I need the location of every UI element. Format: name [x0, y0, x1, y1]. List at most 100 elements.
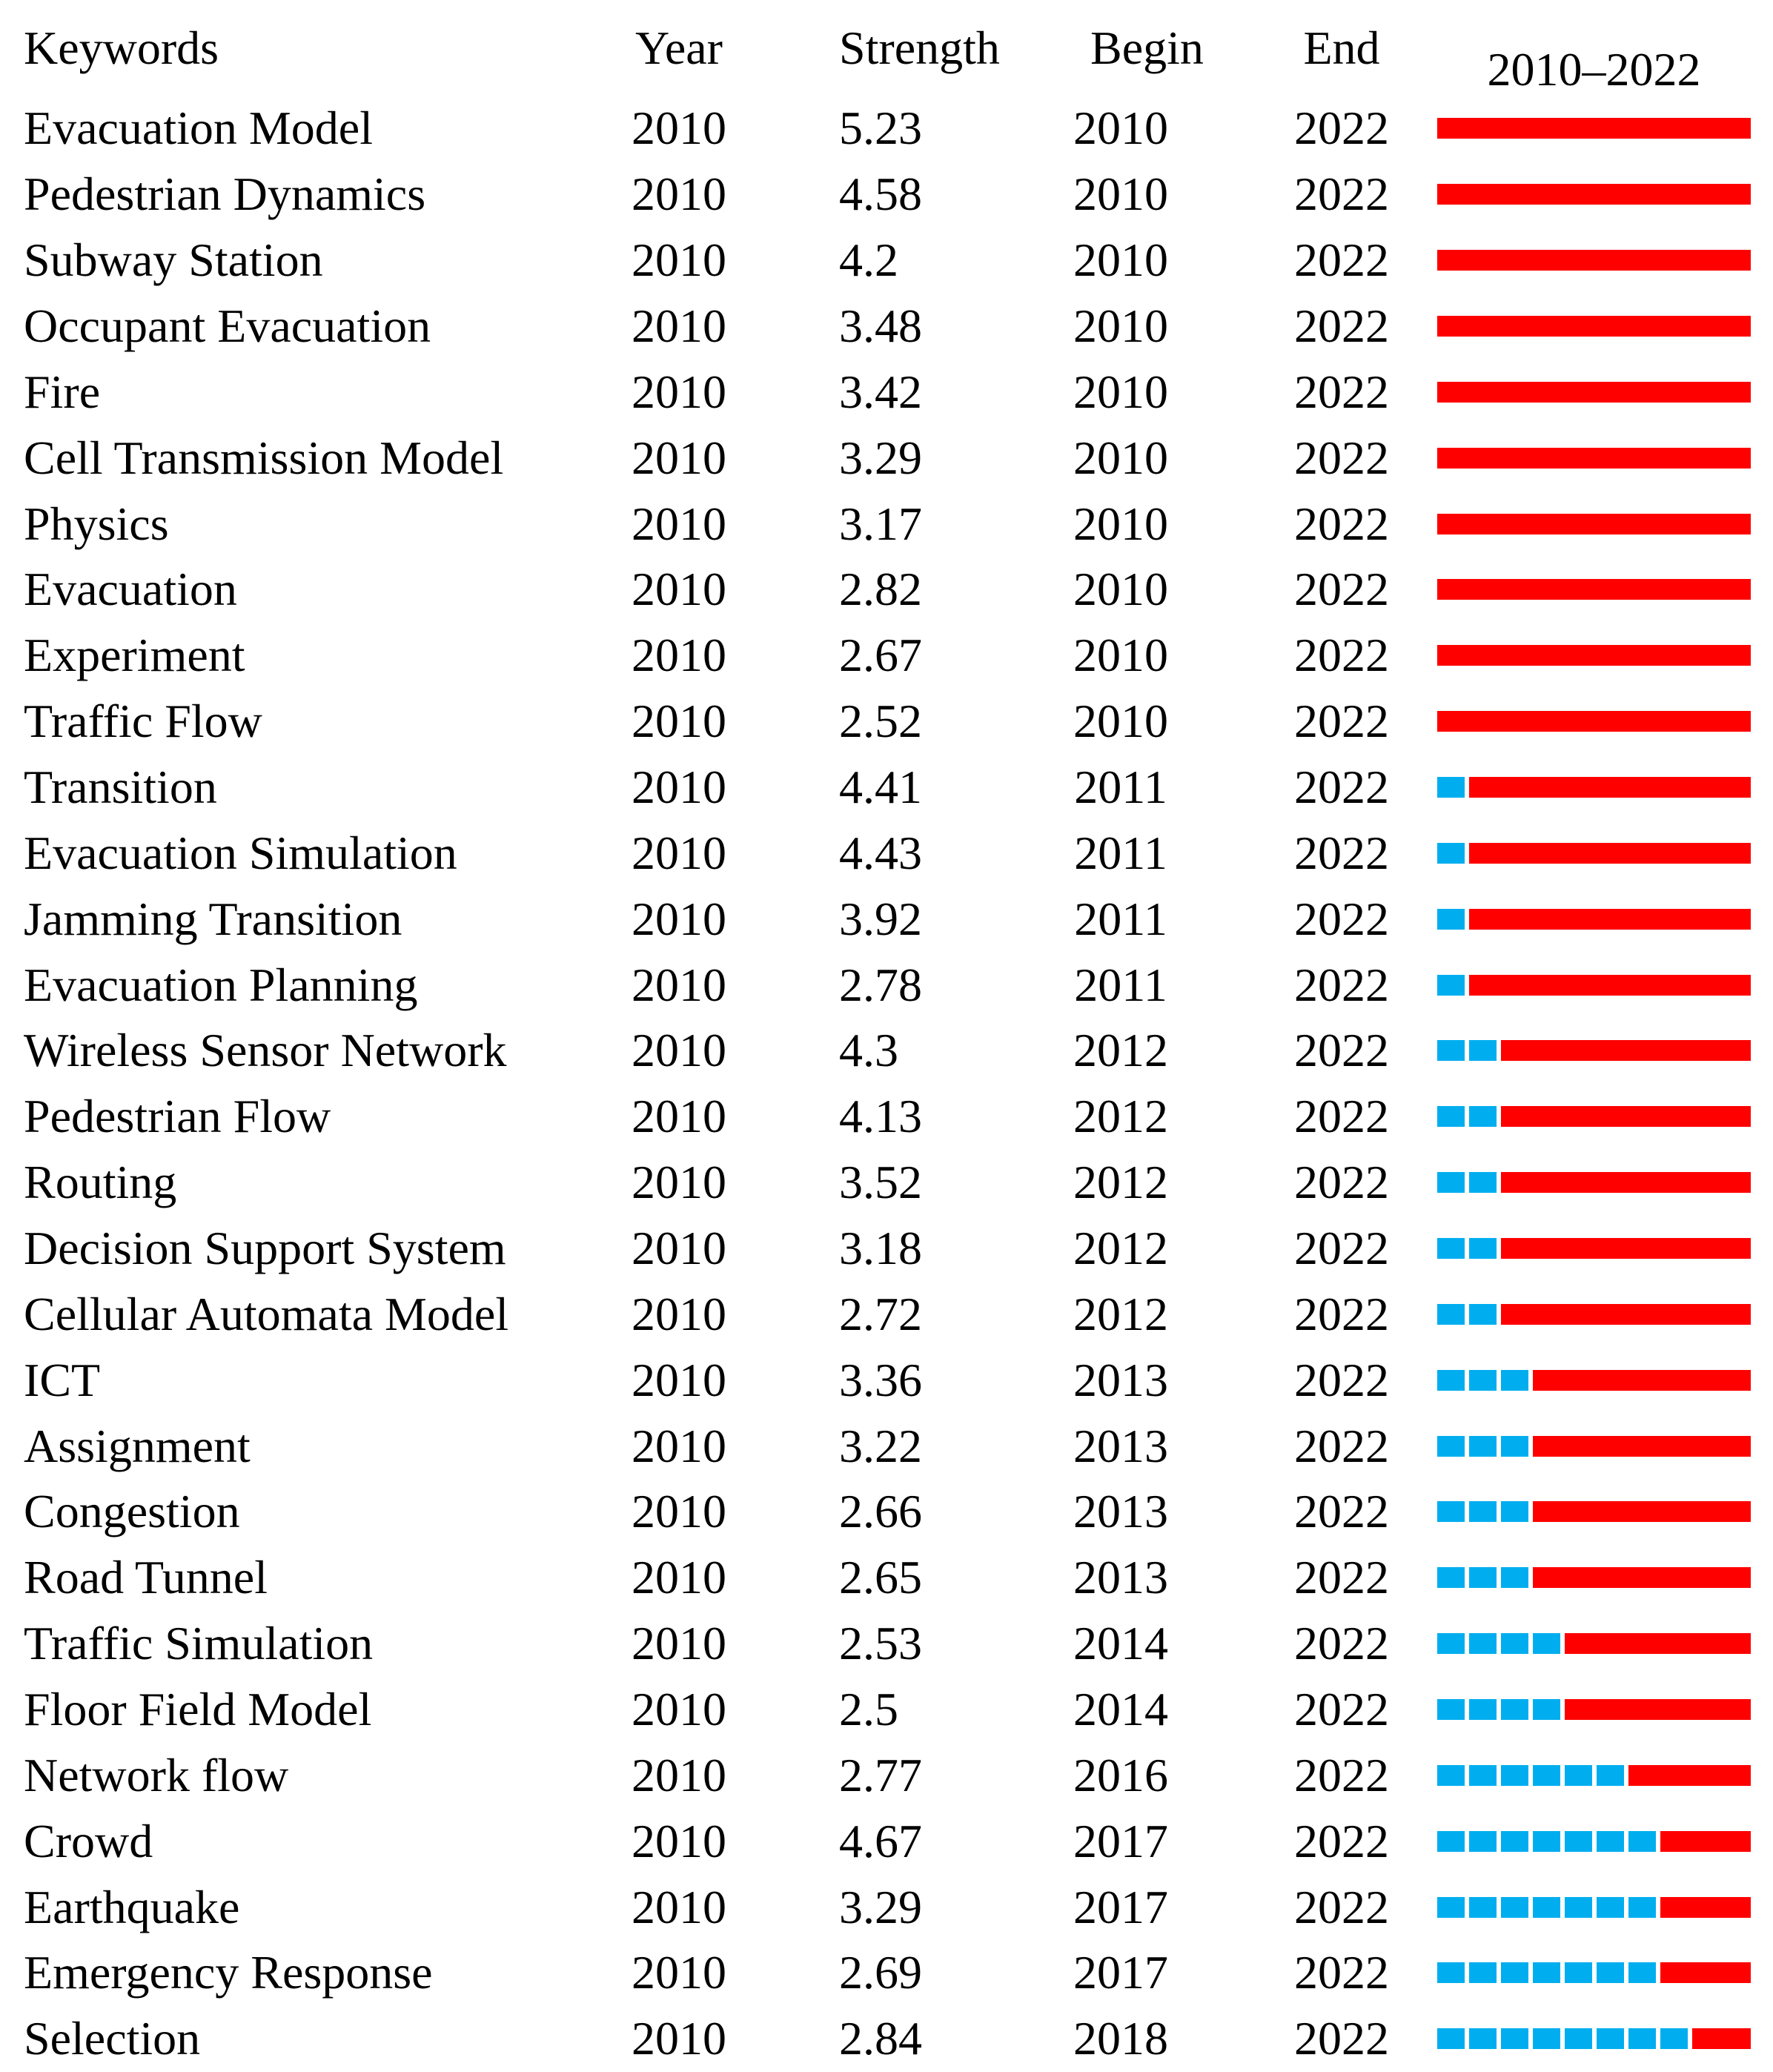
- pre-burst-year-segment: [1469, 1962, 1497, 1984]
- begin-cell: 2012: [1073, 1222, 1168, 1275]
- year-cell: 2010: [632, 168, 726, 221]
- strength-cell: 2.69: [839, 1946, 922, 1999]
- keyword-cell: Evacuation Model: [24, 102, 373, 155]
- burst-bar: [1533, 1369, 1751, 1391]
- pre-burst-year-segment: [1469, 1106, 1497, 1128]
- end-cell: 2022: [1294, 1946, 1389, 1999]
- burst-timeline: [1437, 447, 1751, 469]
- burst-bar: [1437, 513, 1751, 534]
- strength-cell: 3.92: [839, 892, 922, 945]
- table-row: Emergency Response 2010 2.69 2017 2022: [0, 1940, 1773, 2006]
- pre-burst-year-segment: [1628, 1896, 1656, 1918]
- year-cell: 2010: [632, 1748, 726, 1801]
- column-header-begin: Begin: [1090, 21, 1204, 74]
- pre-burst-year-segment: [1501, 1369, 1528, 1391]
- begin-cell: 2011: [1074, 826, 1167, 879]
- table-row: Cell Transmission Model 2010 3.29 2010 2…: [0, 425, 1773, 491]
- keyword-cell: Traffic Flow: [24, 695, 262, 748]
- burst-bar: [1501, 1172, 1751, 1194]
- keyword-cell: Crowd: [24, 1814, 153, 1867]
- begin-cell: 2012: [1073, 1156, 1168, 1209]
- column-header-timeline: 2010–2022: [1487, 42, 1701, 96]
- year-cell: 2010: [632, 1617, 726, 1670]
- burst-timeline: [1437, 250, 1751, 271]
- year-cell: 2010: [632, 1090, 726, 1143]
- year-cell: 2010: [632, 695, 726, 748]
- year-cell: 2010: [632, 1222, 726, 1275]
- pre-burst-year-segment: [1501, 1764, 1528, 1786]
- burst-bar: [1437, 711, 1751, 732]
- pre-burst-year-segment: [1469, 1699, 1497, 1721]
- table-body: Evacuation Model 2010 5.23 2010 2022 Ped…: [0, 96, 1773, 2072]
- table-row: Subway Station 2010 4.2 2010 2022: [0, 228, 1773, 294]
- pre-burst-year-segment: [1533, 1633, 1560, 1655]
- pre-burst-year-segment: [1469, 1303, 1497, 1325]
- begin-cell: 2013: [1073, 1551, 1168, 1604]
- pre-burst-year-segment: [1501, 1962, 1528, 1984]
- strength-cell: 3.52: [839, 1156, 922, 1209]
- pre-burst-year-segment: [1469, 1172, 1497, 1194]
- table-row: Pedestrian Dynamics 2010 4.58 2010 2022: [0, 162, 1773, 228]
- begin-cell: 2016: [1073, 1748, 1168, 1801]
- table-row: ICT 2010 3.36 2013 2022: [0, 1347, 1773, 1413]
- burst-bar: [1501, 1303, 1751, 1325]
- year-cell: 2010: [632, 1024, 726, 1077]
- end-cell: 2022: [1294, 1617, 1389, 1670]
- year-cell: 2010: [632, 1683, 726, 1736]
- burst-timeline: [1437, 1567, 1751, 1589]
- table-row: Experiment 2010 2.67 2010 2022: [0, 623, 1773, 689]
- keyword-cell: Jamming Transition: [24, 892, 402, 945]
- burst-bar: [1533, 1435, 1751, 1457]
- pre-burst-year-segment: [1469, 1501, 1497, 1523]
- table-row: Traffic Flow 2010 2.52 2010 2022: [0, 689, 1773, 755]
- begin-cell: 2012: [1073, 1024, 1168, 1077]
- table-row: Routing 2010 3.52 2012 2022: [0, 1150, 1773, 1216]
- burst-bar: [1628, 1764, 1751, 1786]
- year-cell: 2010: [632, 102, 726, 155]
- burst-bar: [1469, 777, 1751, 798]
- pre-burst-year-segment: [1597, 1896, 1624, 1918]
- begin-cell: 2010: [1073, 299, 1168, 352]
- strength-cell: 3.29: [839, 431, 922, 484]
- pre-burst-year-segment: [1501, 1501, 1528, 1523]
- burst-timeline: [1437, 2028, 1751, 2050]
- pre-burst-year-segment: [1533, 1764, 1560, 1786]
- pre-burst-year-segment: [1469, 1830, 1497, 1852]
- strength-cell: 4.58: [839, 168, 922, 221]
- strength-cell: 5.23: [839, 102, 922, 155]
- burst-timeline: [1437, 777, 1751, 798]
- end-cell: 2022: [1294, 1156, 1389, 1209]
- keyword-cell: Cellular Automata Model: [24, 1287, 509, 1340]
- burst-timeline: [1437, 645, 1751, 666]
- pre-burst-year-segment: [1469, 2028, 1497, 2050]
- pre-burst-year-segment: [1437, 974, 1465, 996]
- burst-bar: [1501, 1040, 1751, 1062]
- begin-cell: 2014: [1073, 1683, 1168, 1736]
- pre-burst-year-segment: [1437, 1172, 1465, 1194]
- pre-burst-year-segment: [1437, 1699, 1465, 1721]
- burst-timeline: [1437, 842, 1751, 864]
- year-cell: 2010: [632, 1814, 726, 1867]
- pre-burst-year-segment: [1469, 1896, 1497, 1918]
- pre-burst-year-segment: [1501, 1567, 1528, 1589]
- keyword-cell: Cell Transmission Model: [24, 431, 504, 484]
- column-header-strength: Strength: [839, 21, 1000, 74]
- burst-bar: [1533, 1567, 1751, 1589]
- strength-cell: 3.42: [839, 365, 922, 418]
- pre-burst-year-segment: [1628, 2028, 1656, 2050]
- table-row: Physics 2010 3.17 2010 2022: [0, 491, 1773, 557]
- pre-burst-year-segment: [1533, 2028, 1560, 2050]
- table-row: Floor Field Model 2010 2.5 2014 2022: [0, 1677, 1773, 1743]
- begin-cell: 2010: [1073, 563, 1168, 616]
- pre-burst-year-segment: [1437, 1238, 1465, 1260]
- strength-cell: 3.29: [839, 1880, 922, 1933]
- burst-timeline: [1437, 711, 1751, 732]
- keyword-cell: Assignment: [24, 1419, 251, 1472]
- table-row: Wireless Sensor Network 2010 4.3 2012 20…: [0, 1018, 1773, 1084]
- strength-cell: 2.5: [839, 1683, 898, 1736]
- end-cell: 2022: [1294, 892, 1389, 945]
- strength-cell: 2.72: [839, 1287, 922, 1340]
- keyword-cell: Evacuation Planning: [24, 958, 418, 1011]
- begin-cell: 2010: [1073, 629, 1168, 682]
